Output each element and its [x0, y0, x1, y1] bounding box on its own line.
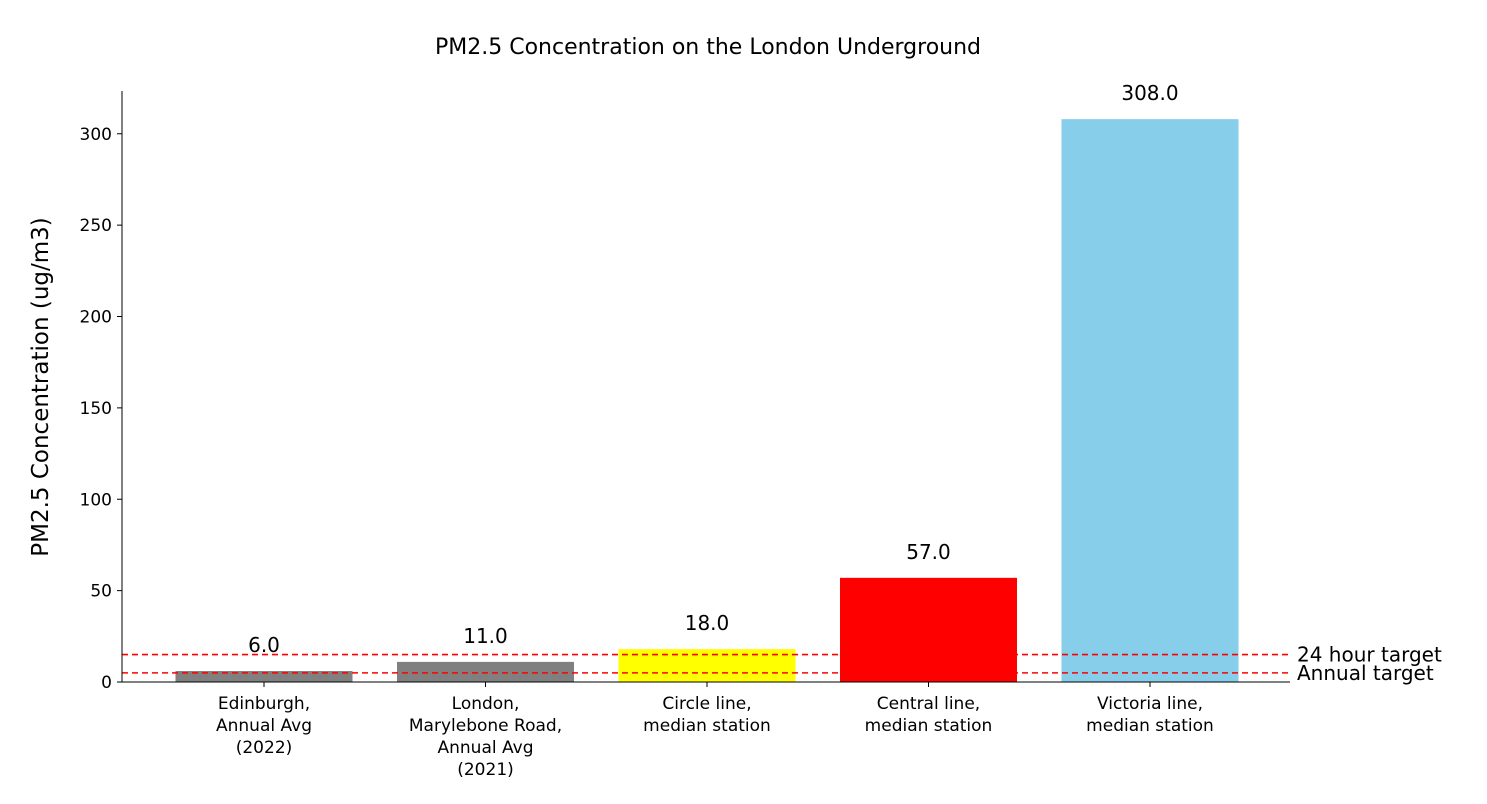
x-tick-label-line: Central line,: [877, 694, 980, 714]
x-tick-label-5: Victoria line, median station: [1086, 694, 1214, 736]
value-label-2: 11.0: [463, 624, 508, 648]
x-tick-label-line: London,: [452, 694, 520, 714]
x-tick-label-2: London, Marylebone Road, Annual Avg (2021): [409, 694, 562, 780]
y-tick-label-2: 50: [90, 582, 112, 602]
y-tick-label-5: 200: [80, 308, 112, 328]
y-tick-label-7: 300: [80, 125, 112, 145]
y-tick-label-4: 150: [80, 399, 112, 419]
x-tick-label-line: Victoria line,: [1097, 694, 1203, 714]
x-tick-label-line: Circle line,: [662, 694, 751, 714]
value-label-1: 6.0: [248, 633, 280, 657]
bar-1: [175, 671, 353, 682]
value-label-4: 57.0: [906, 540, 951, 564]
y-axis-label: PM2.5 Concentration (ug/m3): [28, 217, 54, 557]
value-label-3: 18.0: [685, 611, 730, 635]
x-tick-label-1: Edinburgh, Annual Avg (2022): [216, 694, 312, 758]
x-tick-label-line: Edinburgh,: [218, 694, 310, 714]
x-tick-label-3: Circle line, median station: [643, 694, 771, 736]
x-tick-label-line: Marylebone Road,: [409, 716, 562, 736]
reference-line-label-2: Annual target: [1297, 661, 1434, 685]
x-tick-label-line: Annual Avg: [216, 716, 312, 736]
bar-4: [840, 577, 1017, 682]
chart-title: PM2.5 Concentration on the London Underg…: [435, 35, 981, 60]
x-tick-label-line: Annual Avg: [438, 738, 534, 758]
x-tick-label-line: median station: [643, 716, 771, 736]
y-tick-label-6: 250: [80, 216, 112, 236]
y-tick-label-3: 100: [80, 490, 112, 510]
x-tick-label-line: (2022): [236, 738, 293, 758]
x-tick-label-line: (2021): [457, 760, 514, 780]
reference-line-label-1: 24 hour target: [1297, 643, 1442, 667]
y-tick-label-1: 0: [101, 673, 112, 693]
x-tick-label-line: median station: [865, 716, 993, 736]
value-label-5: 308.0: [1121, 81, 1178, 105]
bar-5: [1061, 119, 1239, 682]
x-tick-label-4: Central line, median station: [865, 694, 993, 736]
x-tick-label-line: median station: [1086, 716, 1214, 736]
bar-2: [397, 661, 574, 682]
